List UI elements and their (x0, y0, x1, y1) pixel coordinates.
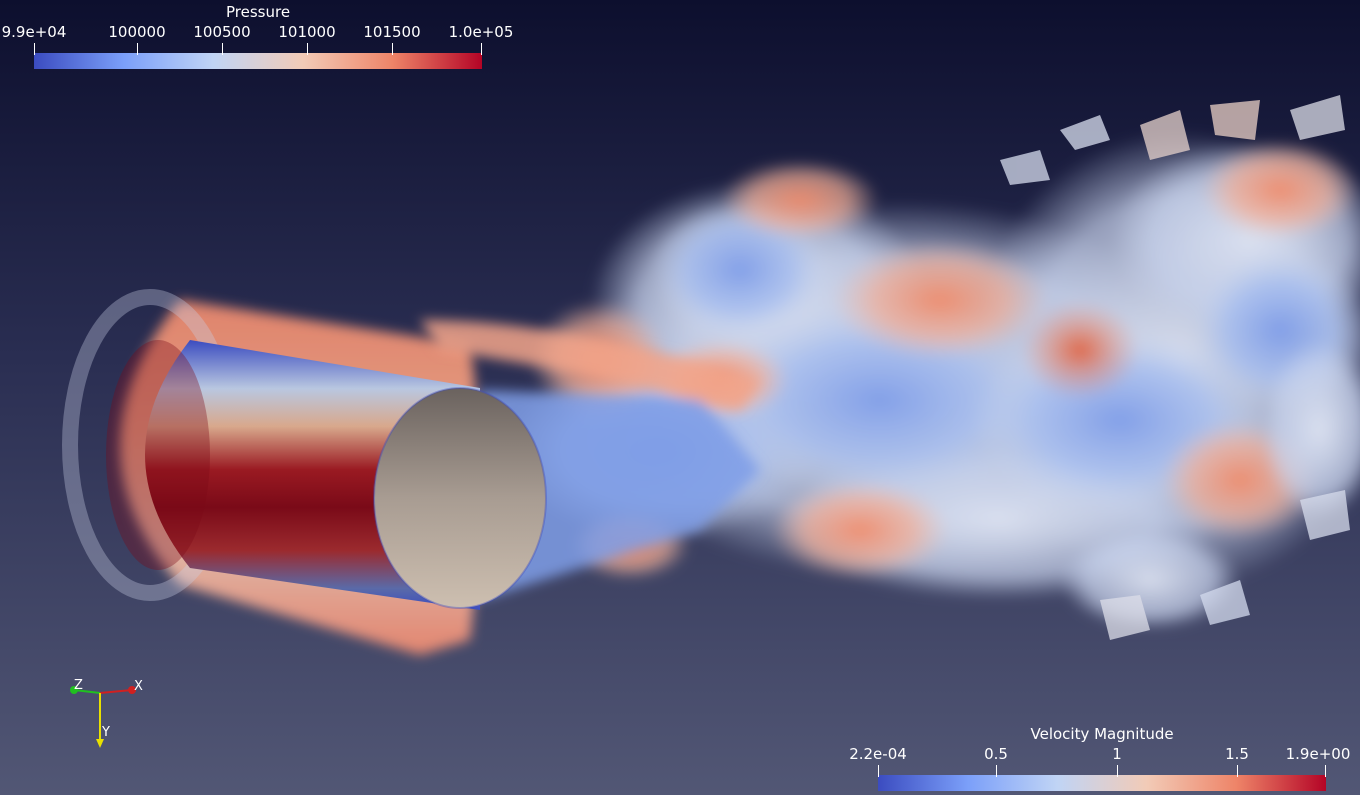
velocity-colorbar[interactable]: Velocity Magnitude 2.2e-04 0.5 1 1.5 1.9… (840, 720, 1360, 795)
pressure-tick (222, 43, 223, 55)
orientation-x-label: X (134, 679, 143, 694)
velocity-tick-label: 1.5 (1225, 745, 1249, 763)
pressure-tick-label: 101500 (363, 23, 421, 41)
orientation-y-label: Y (102, 725, 110, 740)
orientation-z-axis (73, 689, 101, 694)
velocity-colorbar-title: Velocity Magnitude (1030, 725, 1174, 743)
orientation-x-axis (99, 689, 133, 694)
pressure-tick-label: 100500 (193, 23, 251, 41)
velocity-tick (1325, 765, 1326, 777)
velocity-tick-label: 1.9e+00 (1285, 745, 1351, 763)
plume-fragments (1000, 95, 1350, 640)
velocity-colorbar-gradient (878, 775, 1326, 791)
orientation-x-cone (128, 686, 136, 694)
velocity-tick (1237, 765, 1238, 777)
orientation-z-label: Z (74, 678, 83, 693)
orientation-y-cone (96, 739, 104, 748)
velocity-tick (878, 765, 879, 777)
pipe-exit-edge (373, 387, 547, 609)
pressure-tick (307, 43, 308, 55)
pressure-tick (34, 43, 35, 55)
jet-core (420, 320, 760, 600)
velocity-tick-label: 2.2e-04 (849, 745, 907, 763)
pressure-tick (137, 43, 138, 55)
pressure-tick-label: 100000 (108, 23, 166, 41)
pressure-colorbar-gradient (34, 53, 482, 69)
velocity-tick (996, 765, 997, 777)
pressure-colorbar-title: Pressure (226, 3, 291, 21)
pressure-tick (481, 43, 482, 55)
pressure-tick (392, 43, 393, 55)
pressure-tick-label: 1.0e+05 (448, 23, 514, 41)
pipe-exit-face (374, 388, 546, 608)
velocity-tick-label: 1 (1112, 745, 1122, 763)
pipe-back-rim (106, 340, 210, 570)
pressure-colorbar[interactable]: Pressure 9.9e+04 100000 100500 101000 10… (0, 0, 520, 75)
orientation-z-cone (70, 686, 78, 694)
pressure-tick-label: 101000 (278, 23, 336, 41)
pressure-tick-label: 9.9e+04 (1, 23, 67, 41)
velocity-tick-label: 0.5 (984, 745, 1008, 763)
orientation-axes (70, 686, 136, 748)
velocity-tick (1117, 765, 1118, 777)
